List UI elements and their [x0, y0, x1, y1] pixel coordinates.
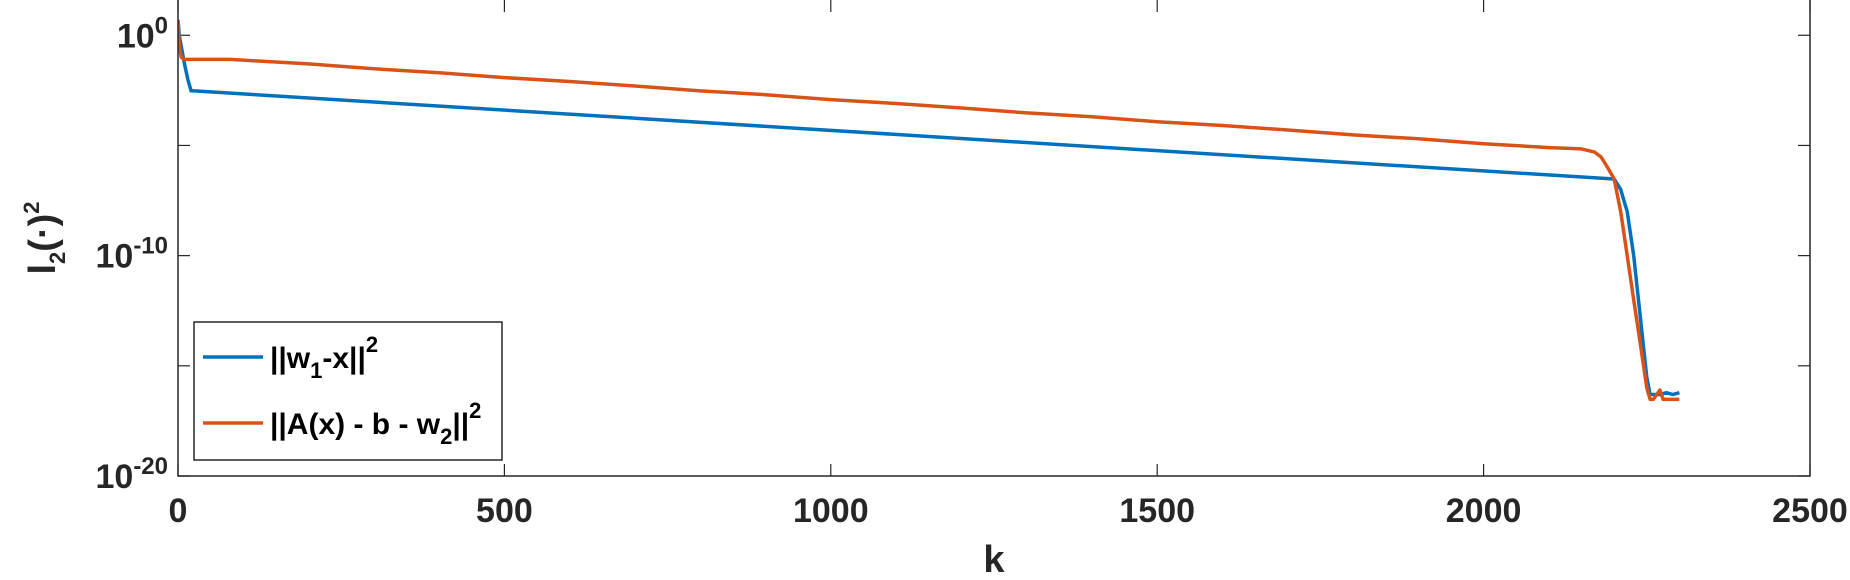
y-axis-title: l2(·)2 — [19, 201, 70, 274]
y-tick-labels: 100 10-10 10-20 — [95, 12, 168, 496]
x-tick-label: 1500 — [1119, 492, 1195, 530]
x-tick-labels: 0 500 1000 1500 2000 2500 — [169, 492, 1848, 530]
x-tick-label: 2500 — [1772, 492, 1848, 530]
x-tick-label: 1000 — [793, 492, 869, 530]
legend: ||w1-x||2 ||A(x) - b - w2||2 — [193, 321, 503, 461]
x-tick-label: 0 — [169, 492, 188, 530]
y-tick-label: 10-10 — [95, 233, 168, 276]
x-axis-title: k — [983, 539, 1005, 580]
y-tick-label: 100 — [117, 12, 168, 55]
legend-label-series-1: ||w1-x||2 — [270, 332, 378, 383]
legend-label-series-2: ||A(x) - b - w2||2 — [270, 398, 481, 449]
plot-frame — [177, 0, 1811, 477]
legend-box — [193, 321, 503, 461]
series-layer — [178, 19, 1680, 402]
y-tick-label: 10-20 — [95, 453, 168, 496]
x-tick-label: 500 — [476, 492, 533, 530]
series-line-2 — [178, 19, 1680, 402]
x-tick-label: 2000 — [1446, 492, 1522, 530]
